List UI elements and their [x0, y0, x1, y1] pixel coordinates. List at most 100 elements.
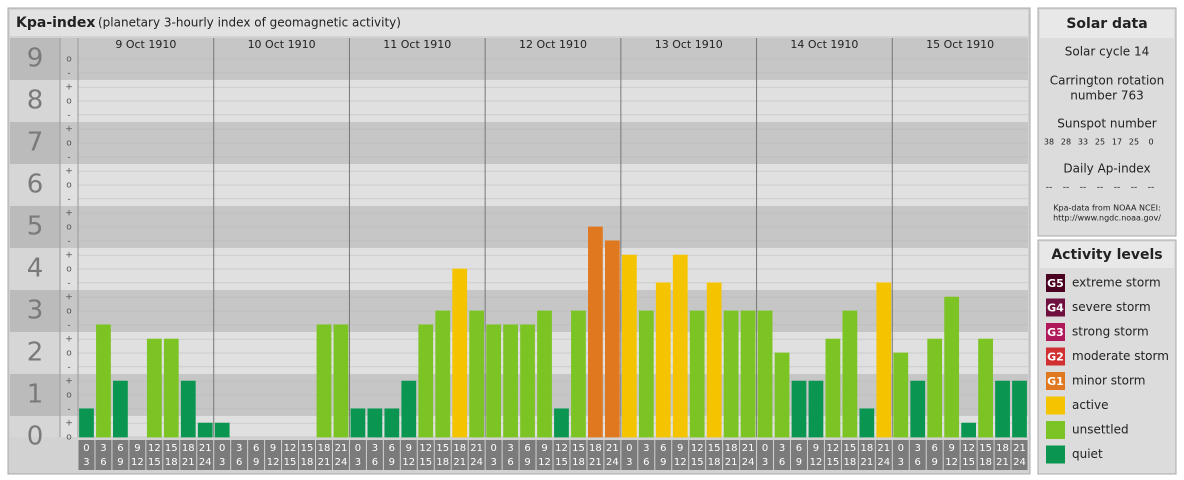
minor-tick-label: -	[67, 110, 70, 120]
slot-box	[841, 440, 858, 470]
slot-start: 15	[979, 443, 992, 454]
day-label: 9 Oct 1910	[115, 38, 176, 51]
slot-end: 24	[199, 457, 212, 468]
legend-swatch	[1046, 396, 1065, 415]
slot-box	[180, 440, 197, 470]
slot-box	[943, 440, 960, 470]
y-tick-label: 7	[27, 128, 44, 158]
slot-box	[468, 440, 485, 470]
slot-end: 12	[674, 457, 687, 468]
band	[10, 122, 60, 164]
minor-tick-label: o	[66, 307, 72, 317]
slot-end: 12	[131, 457, 144, 468]
bar	[757, 310, 773, 438]
bar	[672, 254, 688, 438]
slot-start: 6	[389, 443, 395, 454]
slot-start: 6	[253, 443, 259, 454]
rotation: Carrington rotation	[1050, 74, 1164, 88]
slot-start: 6	[660, 443, 666, 454]
sunspot-title: Sunspot number	[1057, 117, 1156, 131]
y-tick-label: 5	[27, 212, 44, 242]
legend-badge: G2	[1047, 351, 1064, 364]
slot-start: 0	[626, 443, 632, 454]
legend-badge: G3	[1047, 326, 1064, 339]
slot-box	[994, 440, 1011, 470]
slot-end: 9	[932, 457, 938, 468]
slot-box	[112, 440, 129, 470]
slot-start: 12	[691, 443, 704, 454]
slot-box	[892, 440, 909, 470]
slot-start: 12	[419, 443, 432, 454]
slot-start: 6	[796, 443, 802, 454]
slot-start: 15	[301, 443, 314, 454]
slot-box	[689, 440, 706, 470]
slot-end: 9	[524, 457, 530, 468]
slot-end: 15	[419, 457, 432, 468]
slot-start: 15	[436, 443, 449, 454]
slot-end: 12	[945, 457, 958, 468]
legend-swatch	[1046, 298, 1065, 317]
slot-start: 21	[606, 443, 619, 454]
minor-tick-label: -	[67, 362, 70, 372]
bar	[621, 254, 637, 438]
slot-box	[519, 440, 536, 470]
slot-end: 21	[182, 457, 195, 468]
y-tick-label: 6	[27, 170, 44, 200]
ap-value: --	[1131, 183, 1138, 193]
slot-start: 9	[948, 443, 954, 454]
slot-start: 6	[117, 443, 123, 454]
bar	[978, 338, 993, 438]
slot-box	[926, 440, 943, 470]
slot-end: 21	[453, 457, 466, 468]
slot-box	[502, 440, 519, 470]
slot-start: 15	[572, 443, 585, 454]
slot-end: 12	[402, 457, 415, 468]
levels-title: Activity levels	[1051, 247, 1162, 263]
slot-box	[299, 440, 315, 470]
slot-start: 9	[541, 443, 547, 454]
slot-start: 3	[100, 443, 106, 454]
bar	[197, 422, 213, 438]
slot-box	[723, 440, 740, 470]
minor-tick-label: -	[67, 152, 70, 162]
slot-end: 12	[538, 457, 551, 468]
slot-box	[231, 440, 248, 470]
minor-tick-label: o	[66, 265, 72, 275]
slot-end: 15	[555, 457, 568, 468]
slot-end: 21	[318, 457, 331, 468]
y-tick-label: 2	[27, 338, 44, 368]
slot-start: 15	[844, 443, 857, 454]
bar	[316, 324, 332, 438]
legend-label: minor storm	[1072, 374, 1145, 388]
bar	[333, 324, 349, 438]
ap-value: --	[1046, 183, 1053, 193]
slot-box	[248, 440, 265, 470]
y-tick-label: 4	[27, 254, 44, 284]
slot-start: 12	[555, 443, 568, 454]
sunspot-value: 38	[1044, 138, 1054, 147]
bar	[944, 296, 960, 438]
legend-label: extreme storm	[1072, 276, 1161, 290]
slot-start: 3	[372, 443, 378, 454]
legend-label: unsettled	[1072, 423, 1129, 437]
slot-box	[553, 440, 570, 470]
slot-start: 12	[284, 443, 297, 454]
bar	[384, 408, 400, 438]
solar-panel	[1037, 7, 1177, 237]
slot-box	[587, 440, 604, 470]
slot-start: 18	[996, 443, 1009, 454]
slot-start: 0	[898, 443, 904, 454]
minor-tick-label: +	[65, 419, 73, 429]
slot-start: 9	[677, 443, 683, 454]
ap-value: --	[1114, 183, 1121, 193]
slot-end: 6	[915, 457, 921, 468]
chart-title: Kpa-index	[16, 15, 95, 31]
bar	[113, 380, 128, 438]
y-tick-label: 9	[27, 44, 44, 74]
sunspot-value: 0	[1148, 138, 1153, 147]
slot-start: 21	[742, 443, 755, 454]
solar-title: Solar data	[1066, 16, 1147, 32]
bar	[418, 324, 434, 438]
ap-value: --	[1080, 183, 1087, 193]
